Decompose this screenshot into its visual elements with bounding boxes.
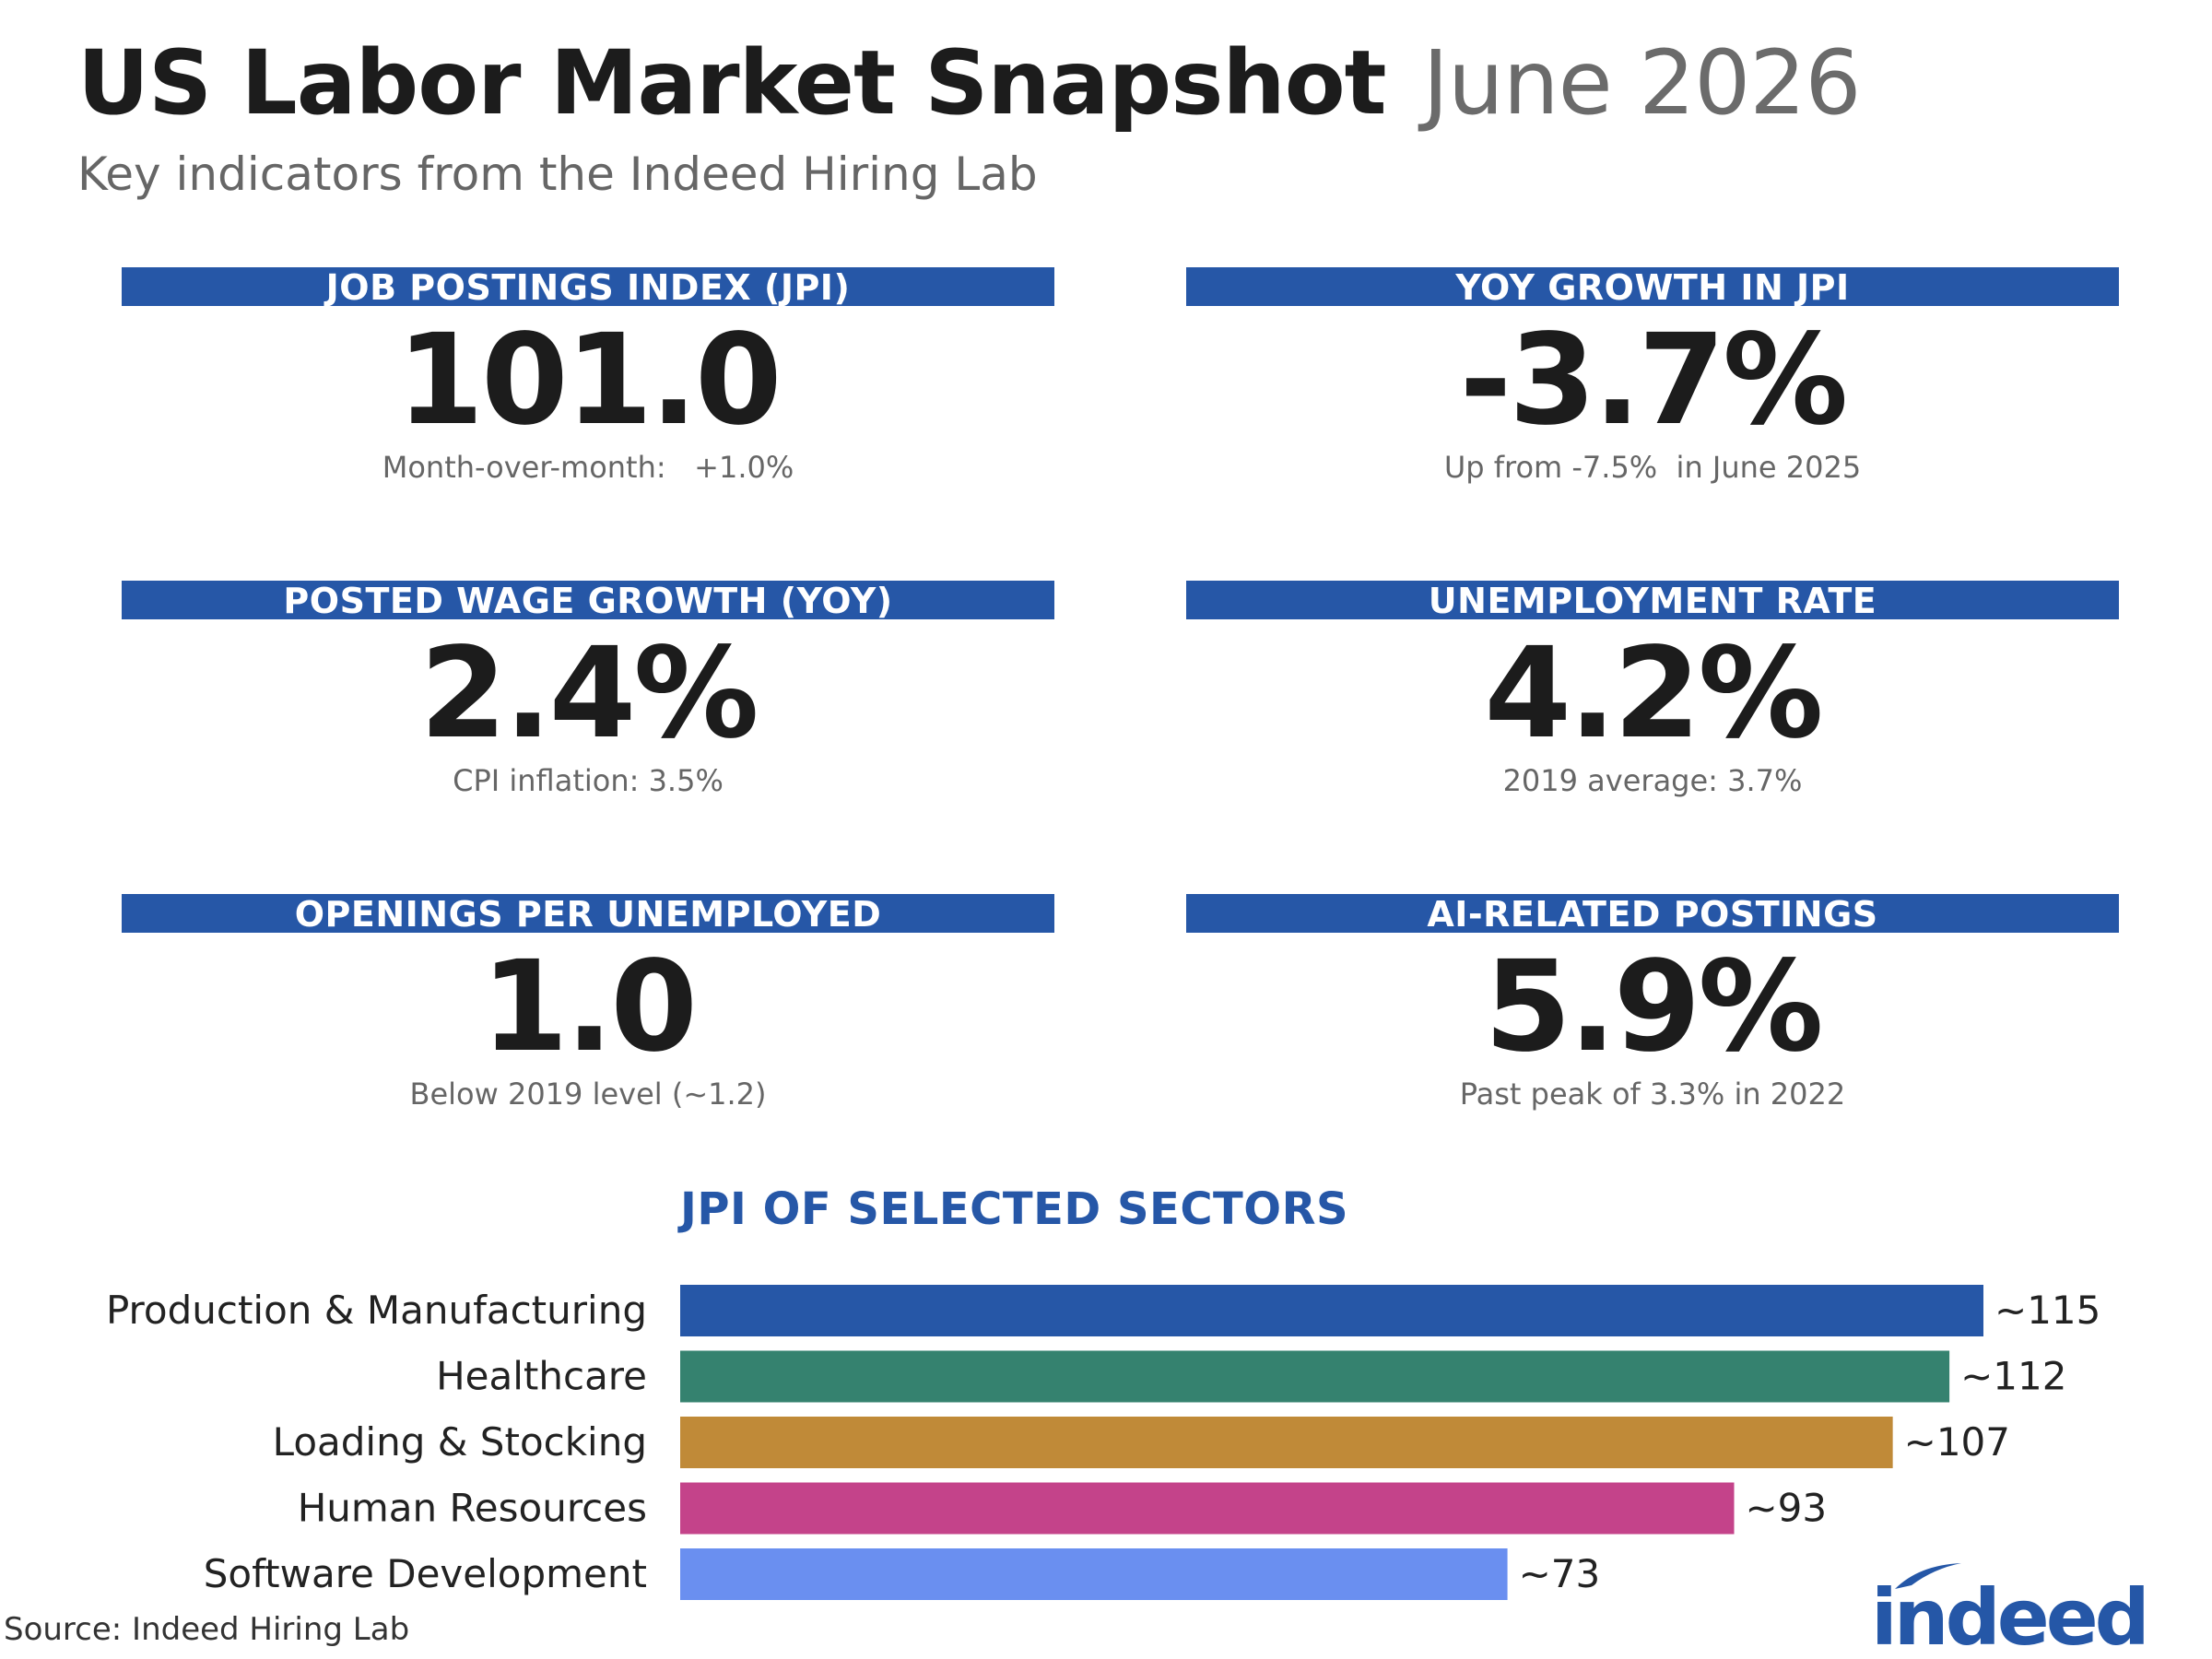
kpi-card-value: 2.4%: [419, 621, 759, 767]
category-label: Loading & Stocking: [273, 1419, 647, 1465]
kpi-card-unemployment: UNEMPLOYMENT RATE 4.2% 2019 average: 3.7…: [1186, 581, 2119, 798]
bar: [680, 1482, 1735, 1535]
value-label: ~115: [1994, 1288, 2100, 1333]
kpi-card-header: JOB POSTINGS INDEX (JPI): [122, 267, 1054, 306]
kpi-card-header: AI-RELATED POSTINGS: [1186, 894, 2119, 933]
value-label: ~112: [1960, 1354, 2066, 1399]
chart-title: JPI OF SELECTED SECTORS: [680, 1183, 1349, 1235]
kpi-card-header: UNEMPLOYMENT RATE: [1186, 581, 2119, 619]
kpi-card-note: 2019 average: 3.7%: [1502, 763, 1803, 798]
bar: [680, 1548, 1508, 1600]
kpi-card-value: 4.2%: [1484, 621, 1823, 767]
indeed-logo: indeed: [1871, 1563, 2150, 1659]
kpi-card-note: Month-over-month: +1.0%: [382, 450, 794, 485]
category-label: Software Development: [204, 1551, 647, 1596]
title-row: US Labor Market Snapshot June 2026: [77, 31, 1862, 135]
bar: [680, 1417, 1893, 1468]
bar: [680, 1285, 1983, 1336]
kpi-card-yoy-growth: YOY GROWTH IN JPI -3.7% Up from -7.5% in…: [1186, 267, 2119, 485]
bar: [680, 1350, 1950, 1403]
page-date: June 2026: [1422, 31, 1862, 135]
kpi-card-wage-growth: POSTED WAGE GROWTH (YOY) 2.4% CPI inflat…: [122, 581, 1054, 798]
kpi-card-openings: OPENINGS PER UNEMPLOYED 1.0 Below 2019 l…: [122, 894, 1054, 1112]
category-label: Human Resources: [298, 1486, 647, 1531]
page-subtitle: Key indicators from the Indeed Hiring La…: [77, 147, 1038, 201]
kpi-card-ai-postings: AI-RELATED POSTINGS 5.9% Past peak of 3.…: [1186, 894, 2119, 1112]
kpi-card-note: Below 2019 level (~1.2): [409, 1077, 767, 1112]
sector-bar-chart: Production & Manufacturing ~115 Healthcare…: [106, 1285, 2100, 1600]
logo-swoosh: [1895, 1563, 1961, 1589]
kpi-card-header: YOY GROWTH IN JPI: [1186, 267, 2119, 306]
value-label: ~73: [1519, 1551, 1601, 1596]
category-label: Production & Manufacturing: [106, 1288, 647, 1333]
kpi-card-note: Past peak of 3.3% in 2022: [1459, 1077, 1846, 1112]
kpi-card-value: 5.9%: [1484, 935, 1823, 1080]
page-title: US Labor Market Snapshot: [77, 31, 1387, 135]
kpi-card-jpi: JOB POSTINGS INDEX (JPI) 101.0 Month-ove…: [122, 267, 1054, 485]
kpi-card-note: CPI inflation: 3.5%: [453, 763, 724, 798]
logo-text: indeed: [1871, 1572, 2147, 1659]
value-label: ~107: [1904, 1419, 2010, 1465]
kpi-card-header: OPENINGS PER UNEMPLOYED: [122, 894, 1054, 933]
source-note: Source: Indeed Hiring Lab: [4, 1611, 410, 1648]
kpi-card-note: Up from -7.5% in June 2025: [1443, 450, 1862, 485]
kpi-card-value: 101.0: [396, 308, 782, 453]
kpi-card-value: -3.7%: [1459, 308, 1849, 453]
kpi-card-value: 1.0: [481, 935, 698, 1080]
kpi-card-header: POSTED WAGE GROWTH (YOY): [122, 581, 1054, 619]
value-label: ~93: [1745, 1486, 1827, 1531]
category-label: Healthcare: [436, 1354, 647, 1399]
